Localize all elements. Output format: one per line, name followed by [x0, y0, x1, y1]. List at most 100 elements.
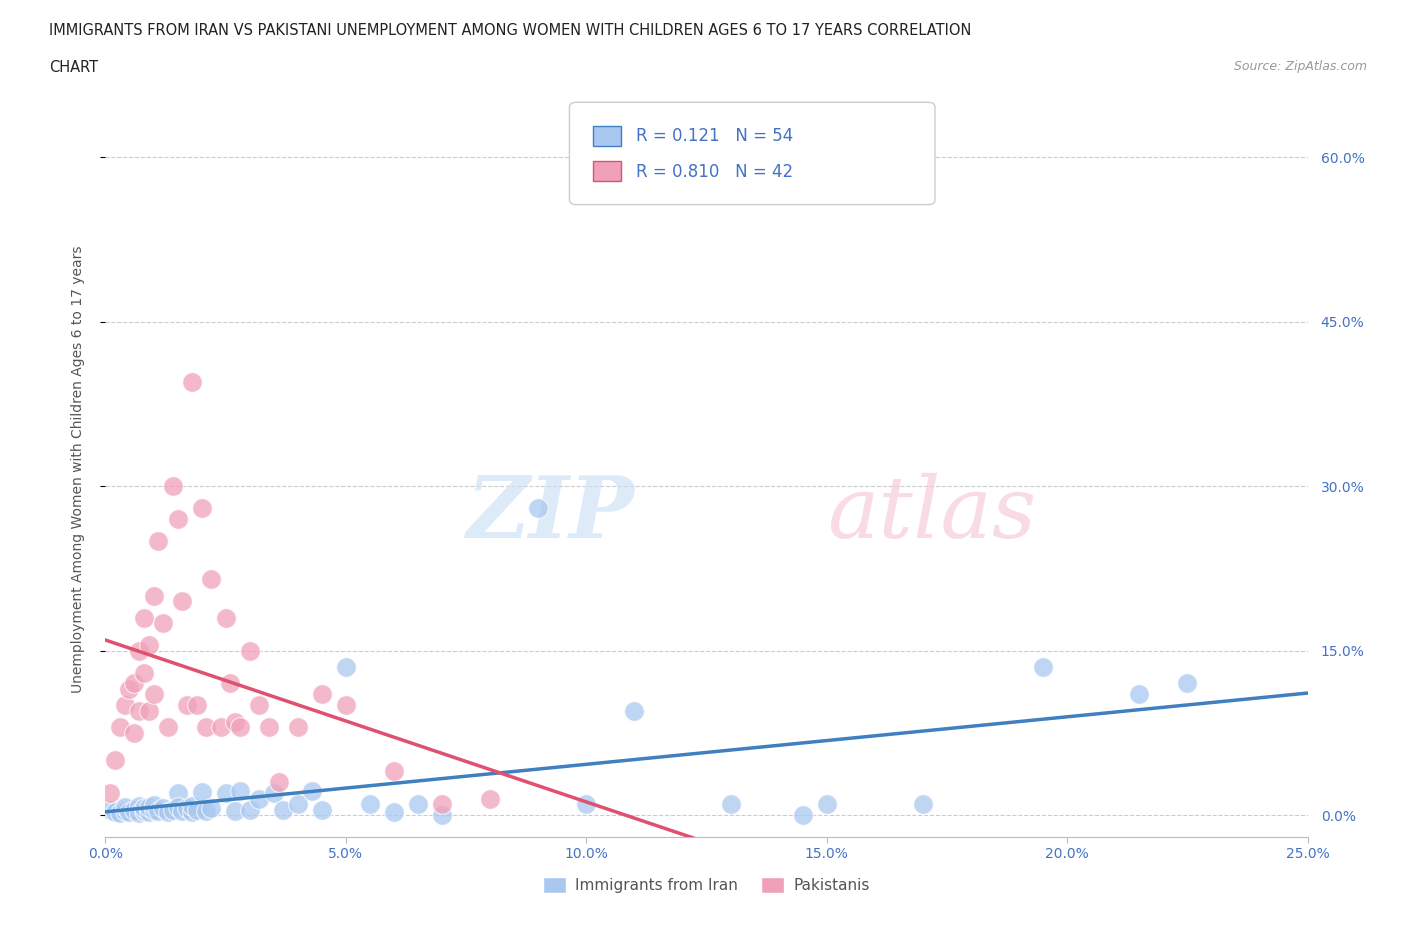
- Y-axis label: Unemployment Among Women with Children Ages 6 to 17 years: Unemployment Among Women with Children A…: [70, 246, 84, 694]
- Point: [172, 804, 194, 818]
- Point: [359, 797, 381, 812]
- Point: [128, 644, 150, 658]
- Point: [138, 800, 160, 815]
- Point: [311, 687, 333, 702]
- Point: [209, 720, 232, 735]
- Point: [247, 698, 270, 713]
- Point: [118, 804, 141, 819]
- Point: [190, 500, 212, 515]
- Point: [166, 786, 188, 801]
- Point: [104, 752, 127, 767]
- Point: [301, 783, 323, 798]
- Point: [152, 616, 174, 631]
- Point: [114, 800, 136, 815]
- Point: [911, 797, 934, 812]
- Point: [247, 791, 270, 806]
- Point: [720, 797, 742, 812]
- Point: [267, 775, 290, 790]
- Point: [190, 785, 212, 800]
- Point: [263, 786, 285, 801]
- Point: [166, 512, 188, 526]
- Point: [162, 803, 184, 817]
- Point: [132, 804, 155, 818]
- Text: CHART: CHART: [49, 60, 98, 75]
- Point: [124, 676, 146, 691]
- Point: [172, 593, 194, 608]
- Point: [382, 764, 405, 778]
- Point: [406, 797, 429, 812]
- Point: [239, 803, 262, 817]
- Point: [224, 804, 246, 818]
- Point: [138, 804, 160, 819]
- Point: [1128, 687, 1150, 702]
- Point: [195, 804, 218, 818]
- Point: [98, 803, 121, 817]
- Point: [176, 801, 198, 816]
- Text: atlas: atlas: [827, 472, 1036, 555]
- Point: [108, 720, 131, 735]
- Point: [132, 610, 155, 625]
- Point: [382, 804, 405, 819]
- Point: [128, 805, 150, 820]
- Point: [214, 786, 236, 801]
- Point: [148, 804, 170, 818]
- Text: IMMIGRANTS FROM IRAN VS PAKISTANI UNEMPLOYMENT AMONG WOMEN WITH CHILDREN AGES 6 : IMMIGRANTS FROM IRAN VS PAKISTANI UNEMPL…: [49, 23, 972, 38]
- Point: [219, 676, 242, 691]
- Point: [623, 703, 645, 718]
- Point: [104, 804, 127, 819]
- Text: Source: ZipAtlas.com: Source: ZipAtlas.com: [1233, 60, 1367, 73]
- Point: [132, 665, 155, 680]
- Point: [273, 803, 295, 817]
- Text: ZIP: ZIP: [467, 472, 634, 555]
- Point: [229, 720, 252, 735]
- Point: [239, 644, 262, 658]
- Point: [181, 799, 204, 814]
- Point: [114, 698, 136, 713]
- Point: [1032, 659, 1054, 674]
- Point: [200, 801, 222, 816]
- Point: [527, 500, 550, 515]
- Point: [195, 720, 218, 735]
- Point: [792, 807, 814, 822]
- Point: [98, 786, 121, 801]
- Point: [1175, 676, 1198, 691]
- Point: [108, 805, 131, 820]
- Point: [186, 698, 208, 713]
- Point: [142, 589, 165, 604]
- Point: [287, 720, 309, 735]
- Point: [148, 534, 170, 549]
- Point: [430, 797, 453, 812]
- Point: [156, 804, 179, 819]
- Point: [229, 783, 252, 798]
- Point: [142, 687, 165, 702]
- Point: [128, 799, 150, 814]
- Point: [186, 803, 208, 817]
- Point: [257, 720, 280, 735]
- Point: [181, 804, 204, 819]
- Point: [287, 797, 309, 812]
- Point: [132, 801, 155, 816]
- Point: [128, 703, 150, 718]
- Point: [224, 714, 246, 729]
- Point: [138, 638, 160, 653]
- Point: [335, 659, 357, 674]
- Point: [430, 807, 453, 822]
- Point: [815, 797, 838, 812]
- Point: [124, 725, 146, 740]
- Legend: Immigrants from Iran, Pakistanis: Immigrants from Iran, Pakistanis: [537, 871, 876, 899]
- Point: [181, 375, 204, 390]
- Point: [142, 803, 165, 817]
- Point: [162, 479, 184, 494]
- Point: [114, 804, 136, 818]
- Point: [311, 803, 333, 817]
- Point: [176, 698, 198, 713]
- Point: [118, 682, 141, 697]
- Point: [152, 801, 174, 816]
- Point: [156, 720, 179, 735]
- Point: [124, 803, 146, 817]
- Point: [575, 797, 598, 812]
- Text: R = 0.121   N = 54: R = 0.121 N = 54: [636, 127, 793, 145]
- Point: [200, 572, 222, 587]
- Point: [142, 798, 165, 813]
- Point: [166, 800, 188, 815]
